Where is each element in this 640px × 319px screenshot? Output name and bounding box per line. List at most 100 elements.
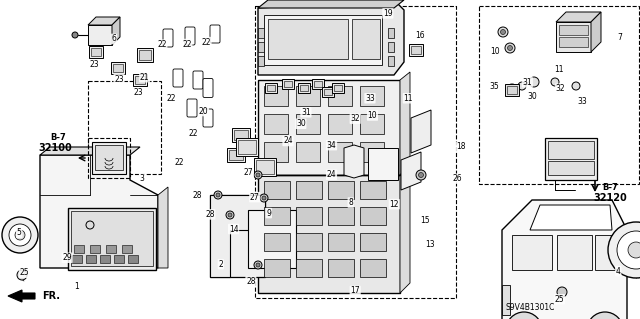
FancyBboxPatch shape	[193, 71, 203, 89]
Bar	[264, 15, 382, 65]
Bar	[409, 44, 423, 56]
Polygon shape	[556, 12, 601, 22]
Bar	[100, 255, 110, 263]
Circle shape	[9, 224, 31, 246]
Bar	[113, 64, 123, 72]
Text: 15: 15	[420, 216, 430, 225]
Text: 12: 12	[390, 200, 399, 209]
Text: 25: 25	[554, 295, 564, 304]
Bar	[229, 150, 243, 160]
Text: 6: 6	[111, 34, 116, 43]
Polygon shape	[258, 0, 404, 75]
Circle shape	[17, 270, 27, 280]
Text: 17: 17	[350, 286, 360, 295]
Text: 5: 5	[17, 228, 22, 237]
Polygon shape	[502, 200, 627, 319]
Bar	[296, 181, 322, 199]
Bar	[122, 245, 132, 253]
Bar	[324, 89, 332, 95]
Bar	[232, 128, 250, 142]
Text: 23: 23	[114, 75, 124, 84]
Polygon shape	[400, 167, 410, 293]
FancyBboxPatch shape	[185, 27, 195, 45]
Circle shape	[506, 84, 518, 96]
Text: 11: 11	[555, 65, 564, 74]
Bar	[255, 6, 456, 298]
Bar	[265, 83, 277, 93]
Bar	[545, 138, 597, 180]
Text: 20: 20	[198, 107, 209, 115]
Bar	[548, 141, 594, 159]
Text: 30: 30	[296, 119, 306, 128]
Text: 16: 16	[415, 31, 425, 40]
Bar	[360, 86, 384, 106]
Bar	[328, 181, 354, 199]
Text: 23: 23	[90, 60, 100, 69]
Bar	[267, 85, 275, 91]
FancyBboxPatch shape	[203, 109, 213, 127]
Circle shape	[214, 191, 222, 199]
Polygon shape	[210, 195, 265, 277]
Bar	[74, 245, 84, 253]
Bar	[548, 161, 594, 175]
Circle shape	[500, 29, 506, 34]
Bar	[139, 50, 151, 60]
Circle shape	[608, 222, 640, 278]
Bar	[328, 233, 354, 251]
Text: 22: 22	[175, 158, 184, 167]
Bar	[264, 181, 290, 199]
Circle shape	[419, 173, 424, 177]
Polygon shape	[40, 147, 140, 155]
Bar	[128, 255, 138, 263]
Bar	[360, 181, 386, 199]
Text: S9V4B1301C: S9V4B1301C	[506, 302, 555, 311]
Bar	[92, 142, 126, 174]
Text: 8: 8	[348, 198, 353, 207]
Text: 32120: 32120	[593, 193, 627, 203]
Text: 26: 26	[452, 174, 462, 183]
Polygon shape	[40, 155, 158, 268]
Circle shape	[506, 312, 542, 319]
Text: B-7: B-7	[50, 133, 66, 143]
Bar	[111, 62, 125, 74]
Polygon shape	[411, 110, 431, 153]
Circle shape	[254, 261, 262, 269]
Bar	[95, 145, 123, 170]
Bar	[388, 28, 394, 38]
Circle shape	[86, 221, 94, 229]
FancyBboxPatch shape	[203, 78, 213, 98]
Bar	[328, 259, 354, 277]
Circle shape	[226, 211, 234, 219]
Bar	[133, 74, 147, 86]
Circle shape	[508, 46, 513, 50]
Text: 22: 22	[189, 129, 198, 138]
Text: 23: 23	[133, 88, 143, 97]
Circle shape	[617, 231, 640, 269]
Bar	[88, 138, 130, 178]
Bar	[328, 207, 354, 225]
FancyBboxPatch shape	[163, 29, 173, 47]
Bar	[264, 207, 290, 225]
Bar	[505, 84, 519, 96]
Polygon shape	[530, 205, 612, 230]
Bar	[360, 259, 386, 277]
Text: 22: 22	[202, 38, 211, 47]
Bar	[411, 46, 421, 54]
Bar	[507, 86, 517, 94]
Bar	[388, 42, 394, 52]
Bar	[264, 142, 288, 162]
Text: 13: 13	[425, 241, 435, 249]
Polygon shape	[8, 290, 35, 302]
Bar	[300, 85, 308, 91]
Polygon shape	[401, 152, 421, 190]
Bar	[258, 80, 400, 175]
Bar	[264, 233, 290, 251]
Circle shape	[529, 77, 539, 87]
FancyBboxPatch shape	[173, 69, 183, 87]
Circle shape	[628, 242, 640, 258]
Polygon shape	[400, 72, 410, 175]
Bar	[135, 76, 145, 84]
Bar	[114, 255, 124, 263]
Text: 10: 10	[490, 47, 500, 56]
Text: 32: 32	[350, 114, 360, 123]
